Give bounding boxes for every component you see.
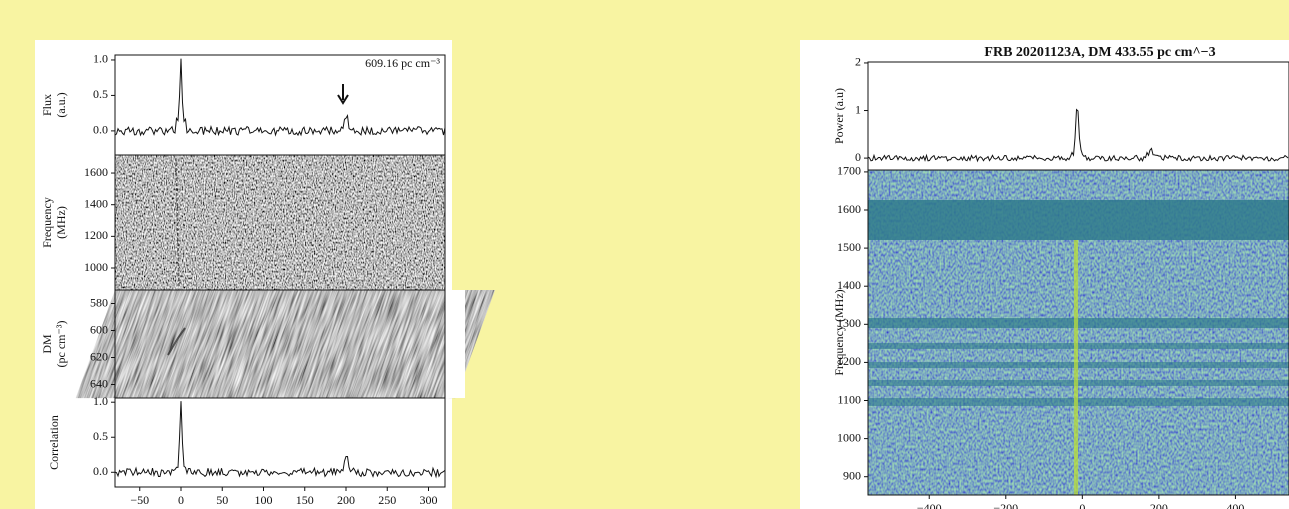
y-tick-label: 0.5 (93, 429, 108, 443)
burst-streak (1074, 240, 1078, 495)
y-tick-label: 1200 (84, 228, 108, 242)
y-tick-label: 1700 (837, 164, 861, 178)
y-tick-label: 1000 (837, 430, 861, 444)
y-axis-label: Flux (40, 94, 54, 116)
masked-band (868, 398, 1289, 406)
y-tick-label: 1.0 (93, 394, 108, 408)
y-tick-label: 640 (90, 376, 108, 390)
x-tick-label: 0 (178, 493, 184, 507)
masked-band (868, 343, 1289, 349)
x-tick-label: −400 (917, 501, 942, 509)
x-tick-label: 250 (378, 493, 396, 507)
y-tick-label: 1.0 (93, 52, 108, 66)
masked-band (868, 362, 1289, 368)
annotation: 609.16 pc cm⁻³ (365, 56, 440, 70)
x-tick-label: 200 (1150, 501, 1168, 509)
y-tick-label: 1100 (837, 392, 861, 406)
x-tick-label: −200 (993, 501, 1018, 509)
dm-image (76, 290, 495, 398)
y-tick-label: 0 (855, 150, 861, 164)
screenshot: 609.16 pc cm⁻³ FRB 20201123A, DM 433.55 … (0, 0, 1289, 509)
dm-image-mask (445, 290, 465, 398)
y-axis-label: (a.u.) (54, 92, 68, 117)
y-tick-label: 0.0 (93, 123, 108, 137)
y-tick-label: 900 (843, 468, 861, 482)
x-tick-label: 200 (337, 493, 355, 507)
y-tick-label: 1600 (84, 165, 108, 179)
y-axis-label: Correlation (47, 415, 61, 470)
frequency-waterfall (115, 155, 445, 290)
y-tick-label: 1600 (837, 202, 861, 216)
y-tick-label: 0.0 (93, 464, 108, 478)
y-axis-label: DM (40, 334, 54, 354)
masked-band (868, 380, 1289, 386)
y-axis-label: Frequency (40, 197, 54, 248)
x-tick-label: 150 (296, 493, 314, 507)
y-tick-label: 1 (855, 102, 861, 116)
y-tick-label: 1000 (84, 260, 108, 274)
y-tick-label: 1400 (84, 196, 108, 210)
x-tick-label: 300 (420, 493, 438, 507)
x-tick-label: 100 (255, 493, 273, 507)
y-axis-label: Power (a.u) (832, 88, 846, 144)
masked-band (868, 200, 1289, 240)
figure-title: FRB 20201123A, DM 433.55 pc cm^−3 (984, 45, 1215, 60)
y-tick-label: 1500 (837, 240, 861, 254)
masked-band (868, 318, 1289, 328)
x-tick-label: 400 (1226, 501, 1244, 509)
y-tick-label: 0.5 (93, 87, 108, 101)
y-tick-label: 2 (855, 55, 861, 69)
x-tick-label: −50 (130, 493, 149, 507)
x-tick-label: 0 (1079, 501, 1085, 509)
y-axis-label: Frequency (MHz) (832, 289, 846, 375)
y-tick-label: 600 (90, 322, 108, 336)
y-tick-label: 580 (90, 295, 108, 309)
y-tick-label: 620 (90, 349, 108, 363)
page: { "left_figure": { "annotation": "609.16… (0, 0, 1289, 509)
y-axis-label: (pc cm⁻³) (54, 321, 68, 368)
x-tick-label: 50 (216, 493, 228, 507)
y-axis-label: (MHz) (54, 206, 68, 239)
